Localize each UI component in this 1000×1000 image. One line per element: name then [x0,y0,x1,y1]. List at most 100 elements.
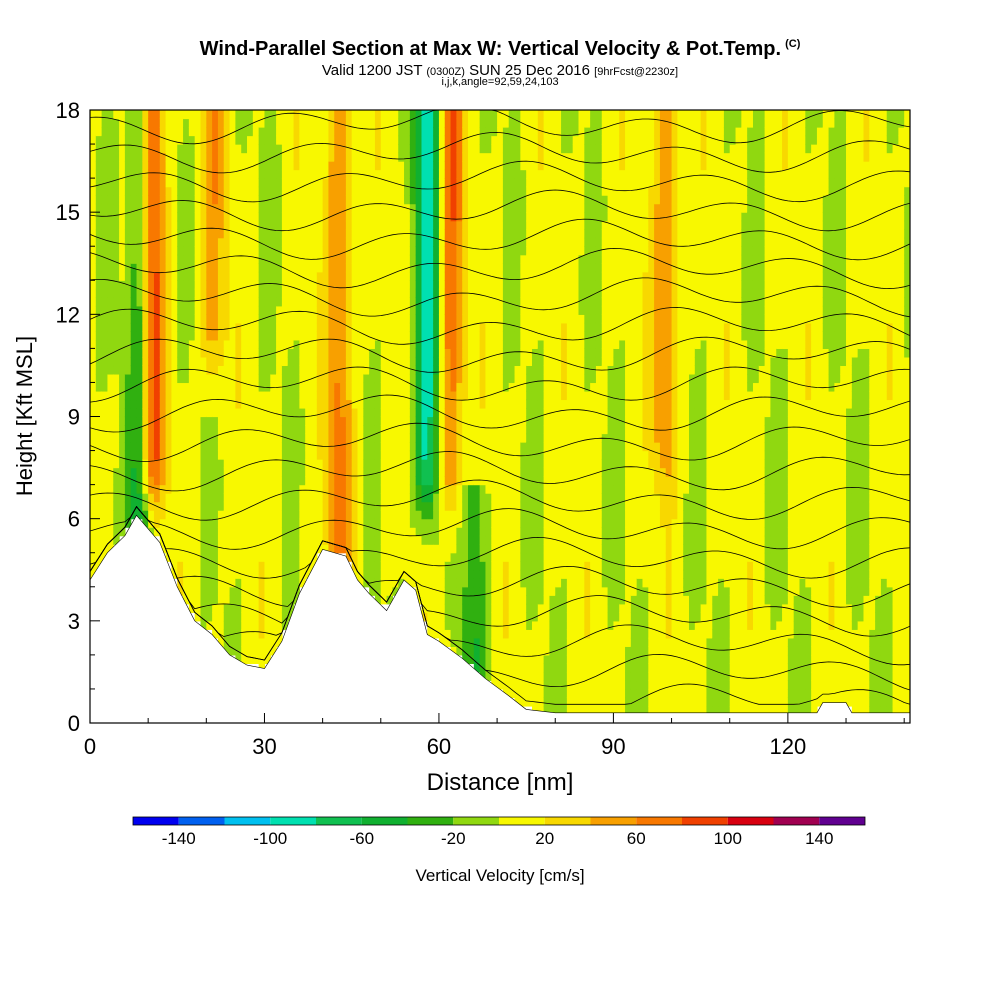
velocity-cell [549,637,556,647]
velocity-cell [473,127,481,137]
velocity-cell [444,271,452,281]
velocity-cell [90,476,97,486]
velocity-cell [427,169,434,179]
velocity-cell [113,280,120,290]
velocity-cell [497,322,504,332]
velocity-cell [223,442,231,452]
velocity-cell [124,501,132,511]
velocity-cell [433,612,440,622]
velocity-cell [561,535,568,545]
velocity-cell [433,493,440,503]
velocity-cell [310,314,318,324]
velocity-cell [310,348,318,358]
velocity-cell [561,416,568,426]
velocity-cell [334,544,341,554]
velocity-cell [217,552,225,562]
velocity-cell [212,552,219,562]
velocity-cell [374,288,382,298]
velocity-cell [450,348,457,358]
velocity-cell [427,229,434,239]
velocity-cell [409,348,417,358]
velocity-cell [514,331,521,341]
velocity-cell [188,407,196,418]
velocity-cell [514,433,521,443]
velocity-cell [217,212,225,222]
velocity-cell [520,110,527,120]
velocity-cell [159,365,167,375]
velocity-cell [142,203,149,213]
velocity-cell [258,339,266,349]
velocity-cell [462,297,469,307]
velocity-cell [392,220,399,230]
velocity-cell [497,271,504,281]
velocity-cell [345,331,353,341]
velocity-cell [566,459,574,469]
velocity-cell [264,331,271,341]
velocity-cell [206,178,213,188]
velocity-cell [95,459,103,469]
velocity-cell [148,484,155,494]
velocity-cell [223,110,231,120]
velocity-cell [305,493,312,503]
velocity-cell [159,399,167,409]
velocity-cell [456,186,463,196]
velocity-cell [374,493,382,503]
velocity-cell [235,127,242,137]
velocity-cell [485,518,492,528]
velocity-cell [514,220,521,230]
velocity-cell [549,382,556,392]
velocity-cell [276,203,283,213]
velocity-cell [497,399,504,409]
velocity-cell [165,535,173,545]
velocity-cell [531,654,539,664]
velocity-cell [177,416,184,426]
velocity-cell [520,254,527,264]
velocity-cell [386,416,394,426]
velocity-cell [456,373,463,384]
velocity-cell [508,518,516,528]
velocity-cell [427,442,434,452]
velocity-cell [473,305,481,315]
velocity-cell [252,382,260,392]
velocity-cell [345,161,353,171]
velocity-cell [374,195,382,205]
velocity-cell [229,399,236,409]
velocity-cell [438,186,446,196]
velocity-cell [386,339,394,349]
velocity-cell [264,271,271,281]
velocity-cell [479,135,487,145]
velocity-cell [438,629,446,639]
velocity-cell [177,314,184,324]
velocity-cell [508,646,516,656]
velocity-cell [502,688,510,699]
velocity-cell [281,535,289,545]
velocity-cell [549,459,556,469]
velocity-cell [398,254,405,264]
velocity-cell [235,450,242,460]
velocity-cell [497,348,504,358]
velocity-cell [328,322,335,332]
velocity-cell [177,322,184,332]
velocity-cell [119,459,126,469]
velocity-cell [264,501,271,511]
velocity-cell [531,501,539,511]
velocity-cell [427,246,434,256]
velocity-cell [468,399,475,409]
velocity-cell [252,510,260,520]
velocity-cell [497,314,504,324]
velocity-cell [217,169,225,179]
velocity-cell [328,263,335,273]
velocity-cell [398,203,405,213]
velocity-cell [159,297,167,307]
velocity-cell [444,595,452,605]
velocity-cell [107,195,114,205]
velocity-cell [136,373,143,384]
velocity-cell [258,569,266,579]
velocity-cell [247,578,254,588]
velocity-cell [543,535,551,545]
velocity-cell [514,697,521,707]
velocity-cell [153,425,161,435]
velocity-cell [386,195,394,205]
velocity-cell [252,314,260,324]
velocity-cell [485,552,492,562]
